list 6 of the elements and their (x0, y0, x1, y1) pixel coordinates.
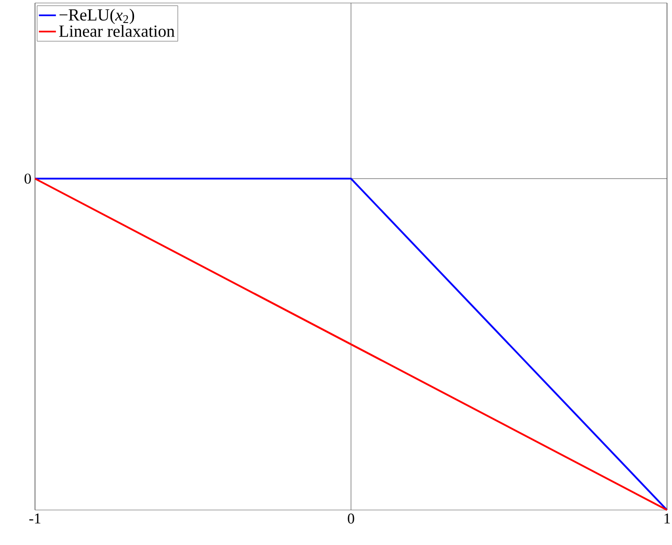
legend-label: −ReLU(x$_{2}$) (60, 8, 134, 24)
x-tick-label: 0 (348, 514, 354, 524)
legend-label: Linear relaxation (59, 24, 175, 37)
annotation: 0 (24, 174, 31, 184)
x-tick-label: -1 (29, 514, 40, 524)
x-tick-label: 1 (664, 514, 670, 524)
